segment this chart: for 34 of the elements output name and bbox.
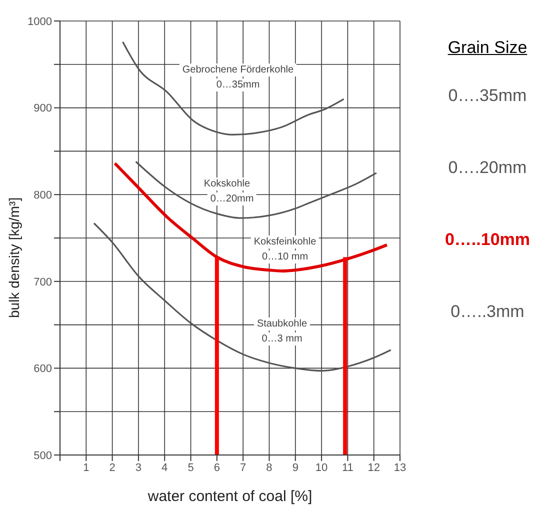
- y-axis-title: bulk density [kg/m³]: [6, 197, 22, 318]
- x-tick-label: 11: [342, 462, 354, 474]
- annotation: 0…20mm: [207, 192, 257, 206]
- text: 0…..3mm: [450, 302, 526, 322]
- x-tick-label: 12: [368, 462, 380, 474]
- x-tick-label: 2: [109, 462, 116, 474]
- x-tick-label: 1: [83, 462, 90, 474]
- y-tick-label: 900: [34, 102, 52, 115]
- x-tick-label: 3: [135, 462, 142, 474]
- y-tick-label: 500: [34, 450, 52, 462]
- annotation: Koksfeinkohle: [250, 236, 320, 248]
- x-tick-label: 7: [240, 462, 246, 474]
- x-axis-title: water content of coal [%]: [146, 488, 312, 505]
- y-tick-label: 600: [34, 363, 52, 376]
- x-tick-label: 4: [162, 462, 168, 474]
- x-tick-label: 6: [214, 462, 220, 474]
- annotation: Gebrochene Förderkohle: [179, 64, 297, 76]
- y-tick-label: 700: [34, 276, 52, 288]
- annotation: Staubkohle: [254, 318, 310, 330]
- x-tick-label: 5: [188, 462, 194, 474]
- legend-title: Grain Size: [446, 38, 528, 58]
- annotation: 0…3 mm: [258, 332, 306, 346]
- annotation: Kokskohle: [200, 178, 254, 190]
- y-tick-label: 1000: [28, 16, 52, 28]
- annotation: 0…35mm: [213, 78, 263, 92]
- text: 0….20mm: [447, 158, 528, 178]
- text: 0…..10mm: [444, 230, 532, 250]
- text: 0….35mm: [447, 86, 528, 106]
- annotation: 0…10 mm: [258, 250, 312, 264]
- x-tick-label: 10: [315, 462, 328, 474]
- x-tick-label: 13: [394, 462, 406, 474]
- y-tick-label: 800: [34, 190, 52, 202]
- x-tick-label: 8: [266, 462, 272, 474]
- x-tick-label: 9: [292, 462, 298, 474]
